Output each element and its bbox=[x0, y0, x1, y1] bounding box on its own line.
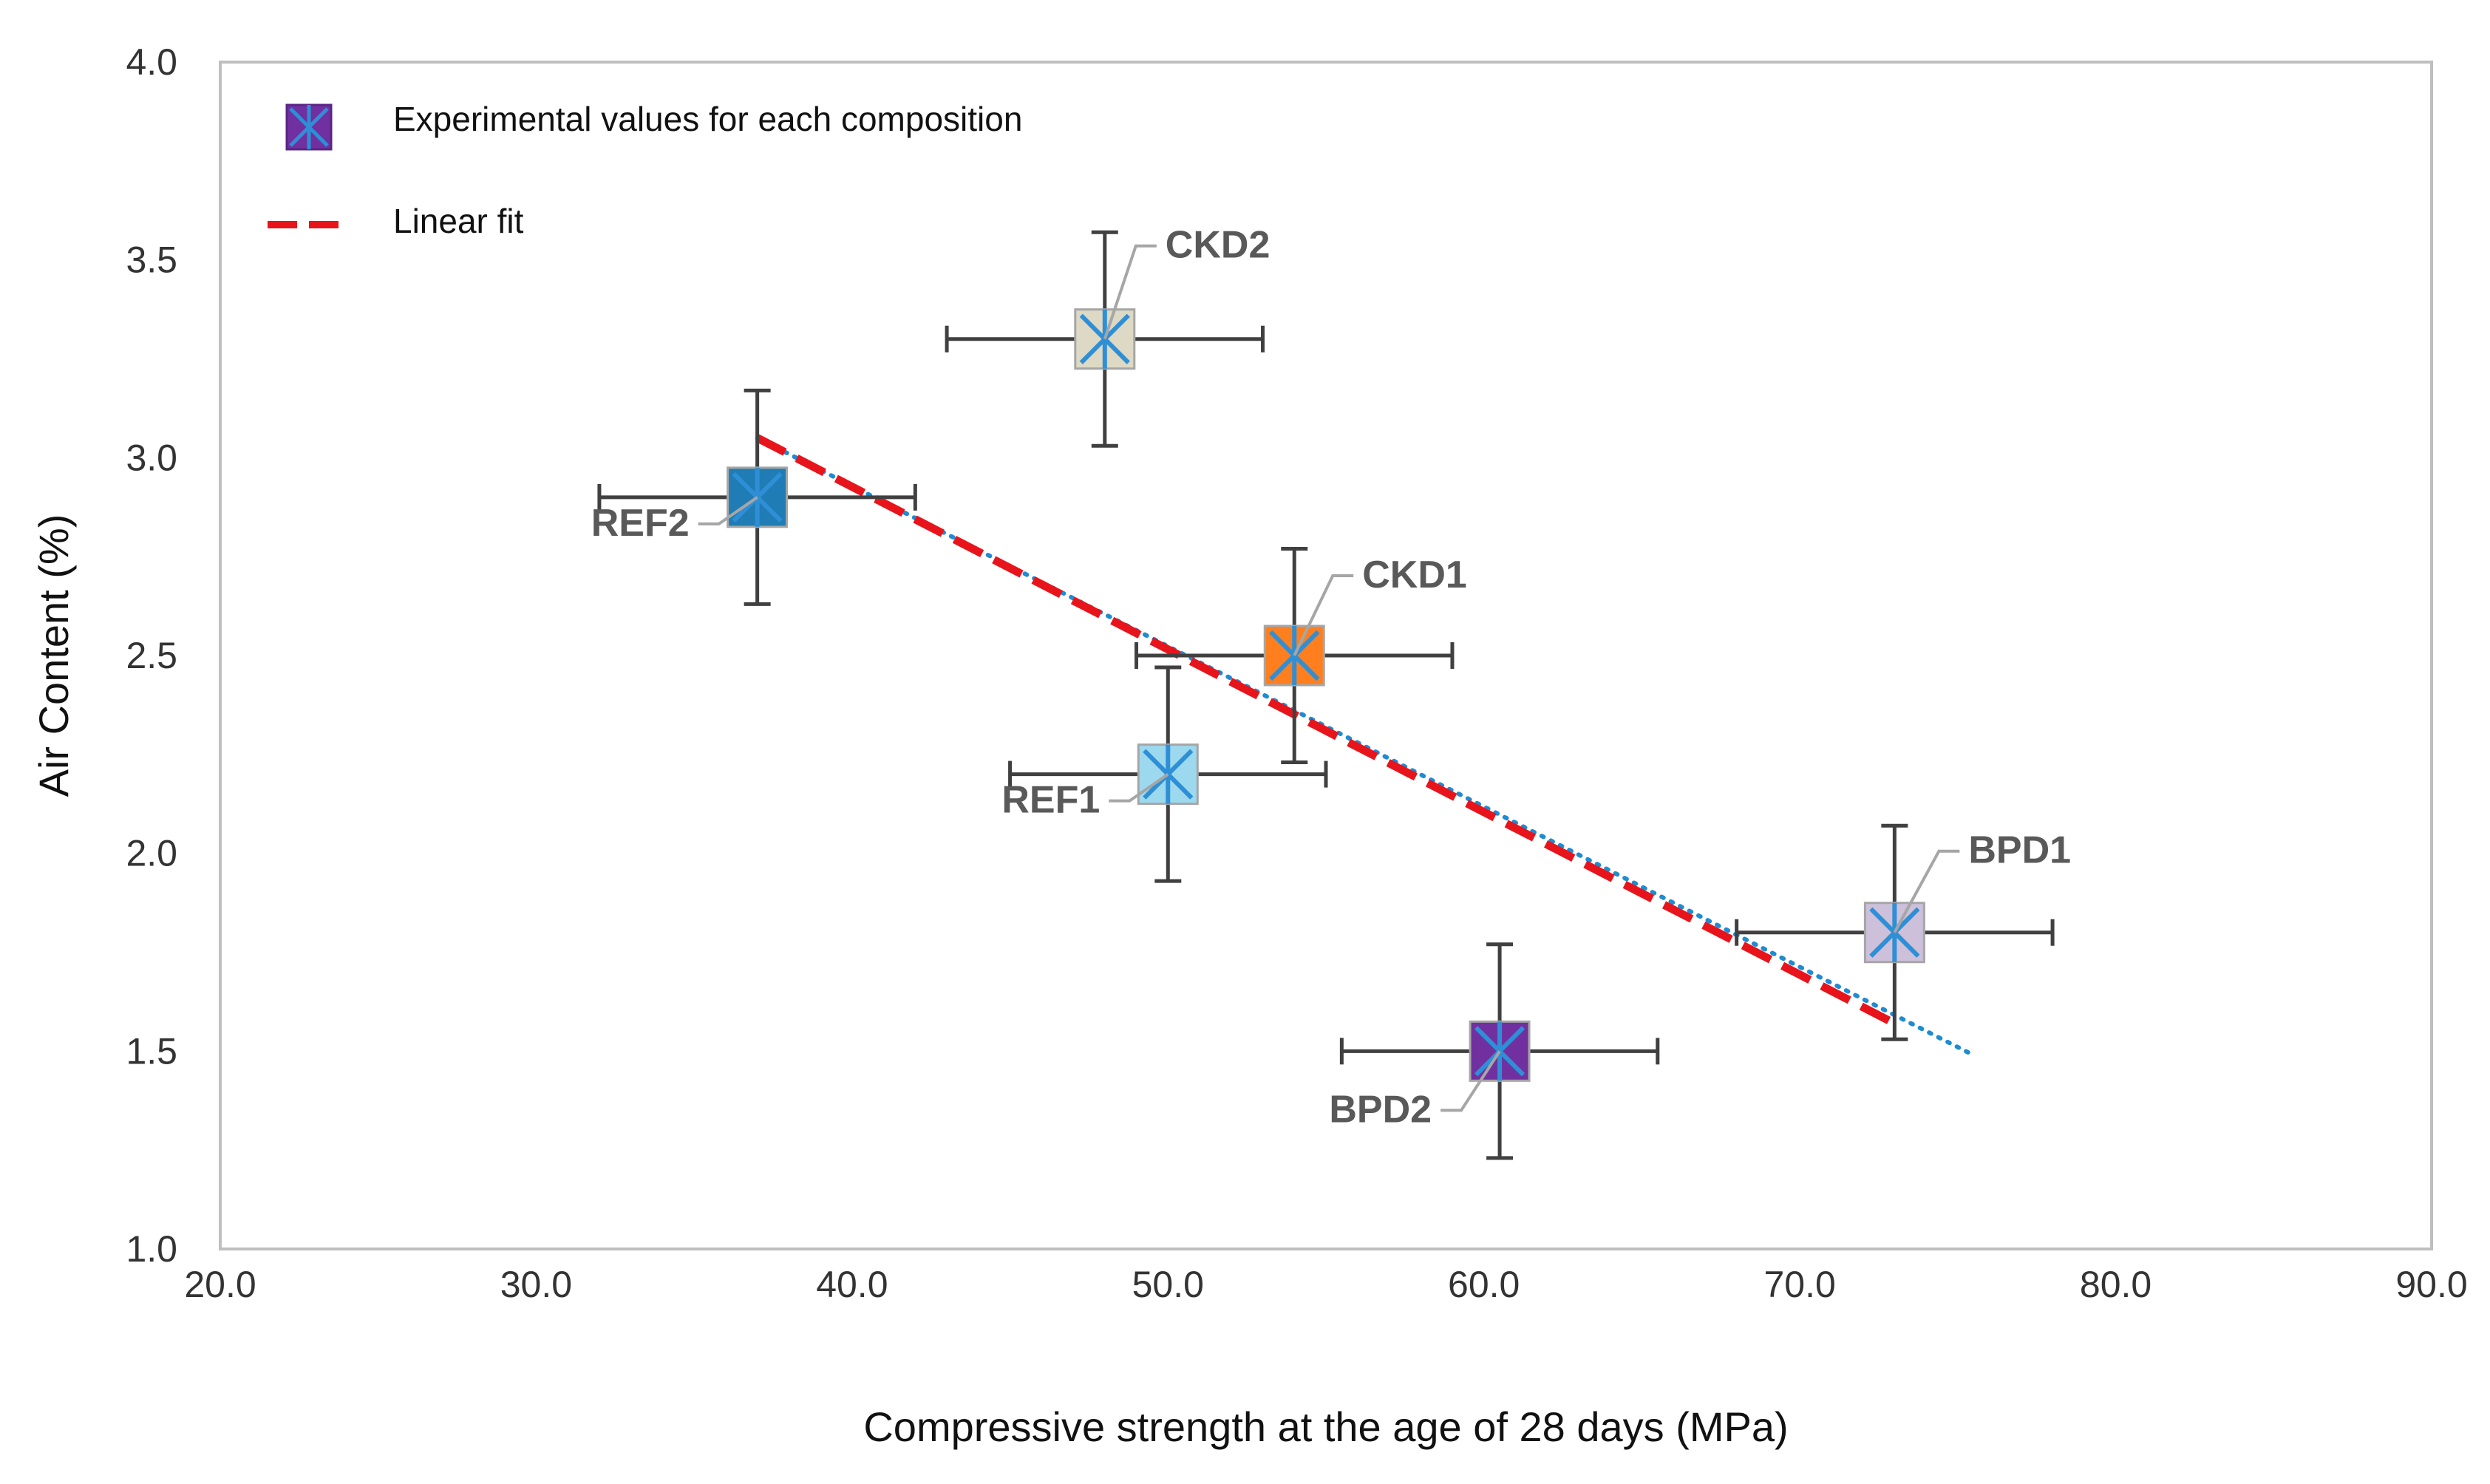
label-leader-line bbox=[698, 496, 758, 525]
x-tick-label: 30.0 bbox=[500, 1264, 572, 1305]
label-leader-line bbox=[1103, 244, 1157, 340]
point-label-bpd2: BPD2 bbox=[1329, 1088, 1432, 1131]
legend-label-linear-fit: Linear fit bbox=[393, 202, 524, 240]
x-tick-label: 70.0 bbox=[1763, 1264, 1835, 1305]
point-label-ckd2: CKD2 bbox=[1166, 224, 1270, 267]
y-axis-title: Air Content (%) bbox=[30, 514, 77, 797]
y-tick-label: 3.5 bbox=[126, 239, 177, 281]
marker-cross-icon bbox=[1474, 1021, 1525, 1081]
y-tick-label: 1.0 bbox=[126, 1228, 177, 1270]
y-tick-label: 4.0 bbox=[126, 41, 177, 83]
y-tick-label: 2.5 bbox=[126, 635, 177, 676]
point-label-bpd1: BPD1 bbox=[1968, 829, 2071, 872]
x-axis-ticks: 20.0 30.0 40.0 50.0 60.0 70.0 80.0 90.0 bbox=[184, 1264, 2467, 1305]
marker-cross-icon bbox=[732, 467, 783, 527]
label-leader-line bbox=[1893, 849, 1960, 933]
x-tick-label: 50.0 bbox=[1132, 1264, 1204, 1305]
marker-cross-icon bbox=[1143, 744, 1194, 804]
y-tick-label: 3.0 bbox=[126, 437, 177, 478]
label-leader-line bbox=[1293, 574, 1354, 656]
x-tick-label: 80.0 bbox=[2080, 1264, 2151, 1305]
point-label-ref2: REF2 bbox=[591, 502, 690, 545]
legend: Experimental values for each composition… bbox=[268, 100, 1022, 240]
point-labels: REF1 REF2 CKD1 CKD2 BPD1 BPD2 bbox=[591, 224, 2071, 1131]
linear-fit-line bbox=[755, 434, 1897, 1027]
y-axis-ticks: 1.0 1.5 2.0 2.5 3.0 3.5 4.0 bbox=[126, 41, 177, 1270]
data-markers bbox=[727, 308, 1925, 1082]
legend-marker-cross-icon bbox=[289, 105, 329, 149]
x-tick-label: 40.0 bbox=[816, 1264, 888, 1305]
label-leader-line bbox=[1109, 772, 1169, 803]
linear-fit-lines bbox=[755, 434, 1976, 1058]
point-label-ckd1: CKD1 bbox=[1362, 554, 1467, 596]
x-tick-label: 20.0 bbox=[184, 1264, 256, 1305]
legend-label-experimental: Experimental values for each composition bbox=[393, 100, 1022, 138]
x-tick-label: 90.0 bbox=[2395, 1264, 2467, 1305]
y-tick-label: 1.5 bbox=[126, 1030, 177, 1072]
point-label-ref1: REF1 bbox=[1001, 779, 1100, 822]
y-tick-label: 2.0 bbox=[126, 833, 177, 874]
x-axis-title: Compressive strength at the age of 28 da… bbox=[863, 1403, 1788, 1450]
x-tick-label: 60.0 bbox=[1448, 1264, 1520, 1305]
label-leader-line bbox=[1440, 1050, 1501, 1112]
